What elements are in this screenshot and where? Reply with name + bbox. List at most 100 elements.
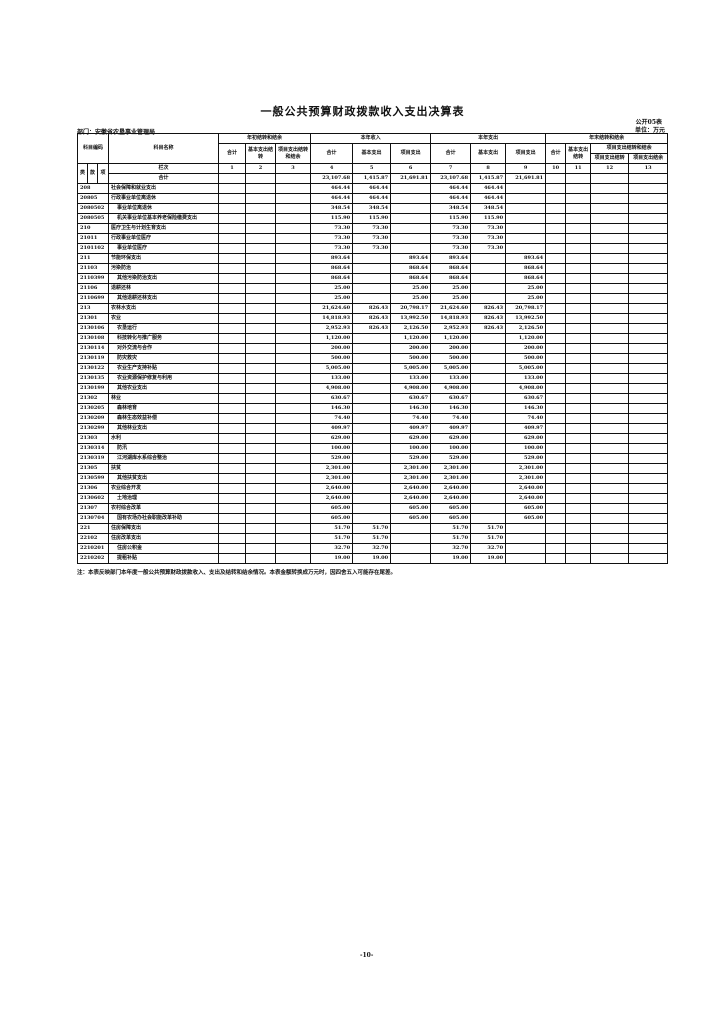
- header-total: 合计: [545, 143, 567, 164]
- subject-name: 住房保障支出: [108, 523, 220, 534]
- expense-cell: 1,120.00: [505, 333, 547, 344]
- empty-cell: [565, 203, 592, 214]
- empty-cell: [628, 493, 669, 504]
- table-row: 2130704 国有农场办社会职能改革补助 605.00 605.00 605.00 60…: [76, 513, 669, 524]
- subject-code: 2130119: [76, 353, 110, 364]
- empty-cell: [218, 373, 247, 384]
- expense-cell: [470, 283, 507, 294]
- income-cell: [352, 403, 392, 414]
- empty-cell: [628, 513, 669, 524]
- income-cell: 25.00: [310, 283, 354, 294]
- income-cell: 51.70: [310, 523, 354, 534]
- expense-cell: 146.30: [430, 403, 472, 414]
- expense-cell: 5,005.00: [430, 363, 472, 374]
- empty-cell: [275, 533, 312, 544]
- empty-cell: [218, 233, 247, 244]
- empty-cell: [245, 323, 277, 334]
- income-cell: 348.54: [352, 203, 392, 214]
- expense-cell: 1,120.00: [430, 333, 472, 344]
- expense-cell: 2,640.00: [430, 493, 472, 504]
- expense-cell: 2,301.00: [430, 473, 472, 484]
- empty-cell: [545, 523, 567, 534]
- expense-cell: 605.00: [505, 513, 547, 524]
- empty-cell: [565, 493, 592, 504]
- expense-cell: 200.00: [430, 343, 472, 354]
- table-row: 2110399 其他污染防治支出 868.64 868.64 868.64 868.64: [76, 273, 669, 284]
- subject-name: 其他扶贫支出: [108, 473, 220, 484]
- column-number: 2: [245, 163, 277, 174]
- header-lei: 类: [77, 163, 88, 184]
- column-number: 7: [430, 163, 472, 174]
- empty-cell: [545, 443, 567, 454]
- empty-cell: [628, 363, 669, 374]
- empty-cell: [565, 443, 592, 454]
- empty-cell: [545, 393, 567, 404]
- expense-cell: 529.00: [505, 453, 547, 464]
- expense-cell: 133.00: [505, 373, 547, 384]
- empty-cell: [275, 483, 312, 494]
- empty-cell: [565, 333, 592, 344]
- empty-cell: [565, 213, 592, 224]
- empty-cell: [218, 183, 247, 194]
- expense-cell: [505, 233, 547, 244]
- empty-cell: [218, 453, 247, 464]
- empty-cell: [628, 233, 669, 244]
- empty-cell: [565, 453, 592, 464]
- empty-cell: [628, 213, 669, 224]
- table-row: 2130119 防灾救灾 500.00 500.00 500.00 500.00: [76, 353, 669, 364]
- income-cell: 868.64: [390, 263, 432, 274]
- empty-cell: [245, 213, 277, 224]
- subject-code: 21306: [76, 483, 110, 494]
- expense-cell: 51.70: [470, 533, 507, 544]
- expense-cell: 529.00: [430, 453, 472, 464]
- empty-cell: [590, 233, 630, 244]
- empty-cell: [545, 403, 567, 414]
- income-cell: 25.00: [390, 283, 432, 294]
- expense-cell: [505, 183, 547, 194]
- subject-code: 211: [76, 253, 110, 264]
- empty-cell: [245, 183, 277, 194]
- empty-cell: [565, 183, 592, 194]
- empty-cell: [628, 193, 669, 204]
- empty-cell: [245, 343, 277, 354]
- empty-cell: [628, 533, 669, 544]
- income-cell: [390, 553, 432, 564]
- expense-cell: 893.64: [430, 253, 472, 264]
- income-cell: 2,640.00: [310, 483, 354, 494]
- table-row: 210 医疗卫生与计划生育支出 73.30 73.30 73.30 73.30: [76, 223, 669, 234]
- empty-cell: [245, 523, 277, 534]
- subject-code: 21305: [76, 463, 110, 474]
- empty-cell: [628, 463, 669, 474]
- income-cell: 100.00: [390, 443, 432, 454]
- empty-cell: [565, 293, 592, 304]
- column-number: 4: [310, 163, 354, 174]
- empty-cell: [565, 363, 592, 374]
- subject-code: 2101102: [76, 243, 110, 254]
- total-cell: 23,107.68: [310, 173, 354, 184]
- table-row: 2130602 土地治理 2,640.00 2,640.00 2,640.00 2,640…: [76, 493, 669, 504]
- column-number: 10: [545, 163, 567, 174]
- empty-cell: [545, 463, 567, 474]
- income-cell: [352, 393, 392, 404]
- empty-cell: [245, 433, 277, 444]
- expense-cell: 73.30: [470, 243, 507, 254]
- empty-cell: [590, 453, 630, 464]
- income-cell: 5,005.00: [390, 363, 432, 374]
- expense-cell: [470, 483, 507, 494]
- subject-name: 江河湖库水系综合整治: [108, 453, 220, 464]
- header-proj-carry: 项目支出结转和结余: [275, 143, 312, 164]
- empty-cell: [628, 423, 669, 434]
- subject-name: 医疗卫生与计划生育支出: [108, 223, 220, 234]
- expense-cell: [470, 443, 507, 454]
- table-row: 2130599 其他扶贫支出 2,301.00 2,301.00 2,301.00 2,3…: [76, 473, 669, 484]
- income-cell: 826.43: [352, 313, 392, 324]
- empty-cell: [590, 223, 630, 234]
- total-cell: 21,691.81: [390, 173, 432, 184]
- total-cell: [245, 173, 277, 184]
- expense-cell: [470, 453, 507, 464]
- empty-cell: [628, 283, 669, 294]
- empty-cell: [590, 503, 630, 514]
- empty-cell: [218, 423, 247, 434]
- empty-cell: [565, 233, 592, 244]
- empty-cell: [565, 223, 592, 234]
